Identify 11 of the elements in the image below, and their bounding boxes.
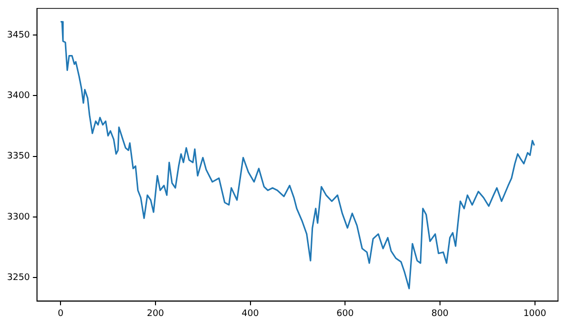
y-tick-label: 3400 <box>7 91 30 102</box>
y-tick-label: 3350 <box>7 152 30 162</box>
x-tick-label: 200 <box>146 308 164 319</box>
x-tick-label: 600 <box>336 308 354 319</box>
y-tick-label: 3300 <box>7 212 30 222</box>
x-tick-label: 1000 <box>523 308 546 319</box>
y-tick-label: 3450 <box>7 30 30 40</box>
x-tick-label: 800 <box>431 308 449 319</box>
y-tick-label: 3250 <box>7 273 30 284</box>
x-tick-label: 0 <box>58 308 64 319</box>
x-tick-label: 400 <box>242 308 260 319</box>
